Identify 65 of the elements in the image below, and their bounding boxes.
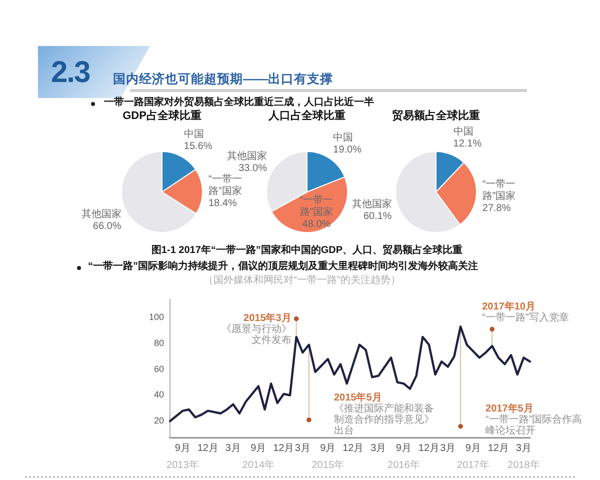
y-tick-label: 100: [148, 312, 164, 322]
caption: 图1-1 2017年“一带一路”国家和中国的GDP、人口、贸易额占全球比重: [151, 245, 463, 257]
slice-label: 中国: [184, 128, 204, 140]
text: 2015年: [312, 458, 344, 471]
chart-title: 人口占全球比重: [268, 109, 346, 122]
y-tick-label: 20: [154, 416, 164, 426]
text: 国内经济也可能超预期——出口有支撑: [113, 72, 333, 87]
text: 2014年: [242, 458, 275, 471]
x-tick-label: 9月: [320, 442, 336, 454]
data-label: 12.1%: [453, 138, 482, 150]
slice-label: 其他国家: [81, 208, 122, 220]
x-tick-label: 12月: [418, 442, 440, 454]
x-tick-label: 3月: [440, 442, 456, 454]
x-tick-label: 3月: [225, 442, 241, 454]
data-label: 66.0%: [92, 220, 122, 232]
data-label: 19.0%: [333, 144, 362, 156]
text: 2016年: [388, 458, 420, 471]
point: [306, 417, 312, 422]
x-tick-label: 12月: [342, 442, 364, 454]
data-label: 60.1%: [363, 211, 392, 222]
data-label: 48.0%: [302, 218, 331, 230]
x-tick-label: 9月: [250, 442, 266, 454]
slice-label: “一带一路”国家: [300, 194, 334, 218]
slice-label: 其他国家: [226, 150, 267, 162]
point: [458, 424, 463, 429]
text: 2013年: [166, 458, 199, 471]
chart-subtitle: （国外媒体和网民对“一带一路”的关注趋势）: [204, 275, 400, 287]
slice-label: 其他国家: [352, 198, 392, 210]
annotation: 《愿景与行动》文件发布: [221, 323, 292, 346]
chart-title: GDP占全球比重: [122, 109, 202, 122]
slice-label: “一带一路”国家: [482, 178, 516, 202]
annotation: “一带一路”国际合作高峰论坛召开: [486, 413, 582, 436]
text: 2018年: [508, 458, 540, 471]
data-label: 33.0%: [238, 162, 268, 174]
x-tick-label: 3月: [370, 442, 386, 454]
annotation: 2015年5月: [334, 391, 382, 404]
y-tick-label: 60: [154, 364, 164, 374]
x-tick-label: 9月: [465, 442, 481, 454]
data-label: 15.6%: [184, 141, 212, 152]
slice-label: 中国: [333, 131, 354, 144]
annotation: 2017年5月: [486, 402, 534, 414]
x-tick-label: 3月: [294, 442, 310, 454]
point: [490, 326, 495, 332]
annotation: 2015年3月: [244, 312, 292, 324]
chart-title: “一带一路”国际影响力持续提升，倡议的顶层规划及重大里程碑时间均引发海外较高关注: [88, 261, 478, 273]
annotation: 2017年10月: [482, 300, 536, 312]
slice-label: “一带一路”国家: [208, 172, 242, 197]
annotation: “一带一路”写入党章: [482, 311, 569, 324]
point: [294, 316, 299, 322]
slice-label: 中国: [453, 125, 474, 138]
x-tick-label: 9月: [174, 442, 190, 454]
x-tick-label: 12月: [273, 442, 294, 454]
chart-title: 贸易额占全球比重: [392, 109, 480, 122]
x-tick-label: 9月: [396, 442, 412, 454]
x-tick-label: 3月: [516, 442, 532, 454]
annotation: 《推进国际产能和装备制造合作的指导意见》出台: [334, 402, 434, 436]
data-label: 27.8%: [482, 202, 511, 214]
x-tick-label: 12月: [197, 442, 218, 454]
y-tick-label: 40: [154, 390, 164, 400]
text: 2.3: [51, 55, 90, 91]
text: 一带一路国家对外贸易额占全球比重近三成，人口占比近一半: [104, 97, 374, 109]
y-tick-label: 80: [154, 338, 164, 348]
data-label: 18.4%: [208, 198, 237, 209]
text: 2017年: [457, 458, 490, 471]
x-tick-label: 12月: [488, 442, 509, 454]
